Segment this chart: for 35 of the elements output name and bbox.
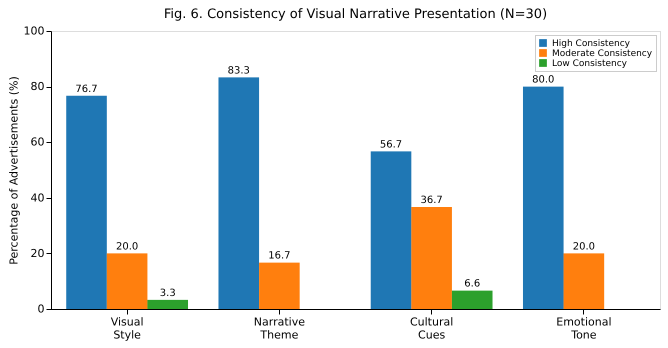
- data-label: 20.0: [572, 241, 596, 252]
- y-tick-label: 20: [30, 246, 44, 260]
- bar: [66, 96, 107, 309]
- y-axis-title: Percentage of Advertisements (%): [8, 76, 21, 265]
- data-label: 20.0: [116, 241, 138, 252]
- legend-label: Moderate Consistency: [552, 49, 653, 59]
- x-tick-label: Visual Style: [110, 316, 144, 342]
- bar: [564, 253, 604, 309]
- data-label: 83.3: [228, 65, 250, 76]
- data-label: 6.6: [464, 278, 480, 290]
- data-label: 76.7: [75, 84, 98, 95]
- bar: [411, 206, 452, 309]
- data-label: 36.7: [420, 194, 443, 206]
- chart-title: Fig. 6. Consistency of Visual Narrative Presentation (N=30): [164, 7, 548, 22]
- y-tick-label: 80: [30, 80, 44, 94]
- x-tick-label: Emotional Tone: [556, 316, 612, 342]
- y-tick-label: 100: [24, 24, 44, 38]
- legend-label: High Consistency: [552, 39, 631, 49]
- bar: [106, 253, 148, 309]
- x-tick-label: Narrative Theme: [254, 316, 306, 342]
- data-label: 3.3: [160, 288, 176, 299]
- bar: [147, 300, 188, 309]
- data-label: 16.7: [268, 250, 291, 262]
- bar: [452, 290, 493, 309]
- bar: [218, 77, 260, 309]
- y-tick-label: 60: [30, 136, 44, 149]
- data-label: 56.7: [380, 139, 402, 150]
- bar: [522, 86, 564, 309]
- data-label: 80.0: [532, 74, 554, 86]
- bar: [259, 262, 300, 309]
- bar: [370, 151, 412, 309]
- x-tick-label: Cultural Cues: [410, 316, 454, 342]
- y-tick-label: 0: [38, 302, 44, 316]
- legend-label: Low Consistency: [552, 59, 628, 69]
- y-tick-label: 40: [30, 191, 44, 204]
